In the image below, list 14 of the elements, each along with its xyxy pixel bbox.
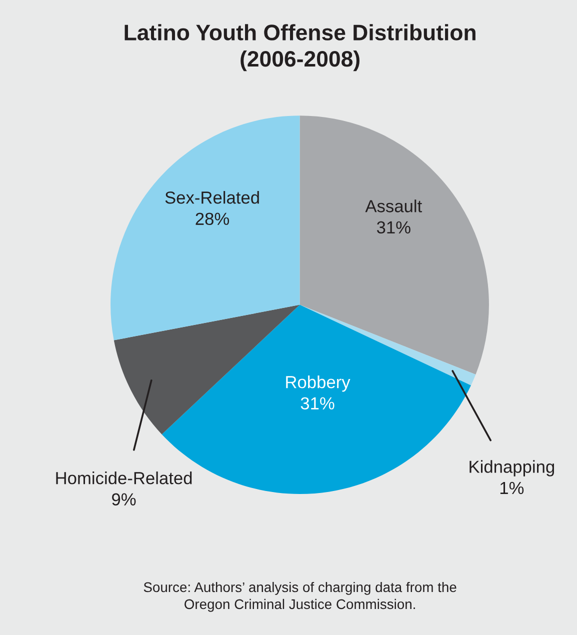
data-label: 9% bbox=[112, 493, 136, 506]
chart-title: Latino Youth Offense Distribution (2006-2008) bbox=[124, 24, 476, 72]
data-label: 1% bbox=[500, 482, 524, 494]
data-label: 28% bbox=[196, 212, 230, 225]
data-label: 31% bbox=[300, 397, 334, 410]
source-note: Source: Authors’ analysis of charging data from the Oregon Criminal Justice Commission. bbox=[144, 582, 456, 612]
slice-label: Robbery bbox=[286, 376, 350, 392]
pie-slice bbox=[110, 116, 300, 340]
pie-slice bbox=[300, 116, 489, 374]
slice-label: Homicide-Related bbox=[56, 472, 192, 484]
slice-label: Assault bbox=[365, 200, 422, 212]
slice-label: Kidnapping bbox=[470, 460, 554, 476]
slice-label: Sex-Related bbox=[165, 191, 259, 204]
data-label: 31% bbox=[376, 221, 410, 234]
